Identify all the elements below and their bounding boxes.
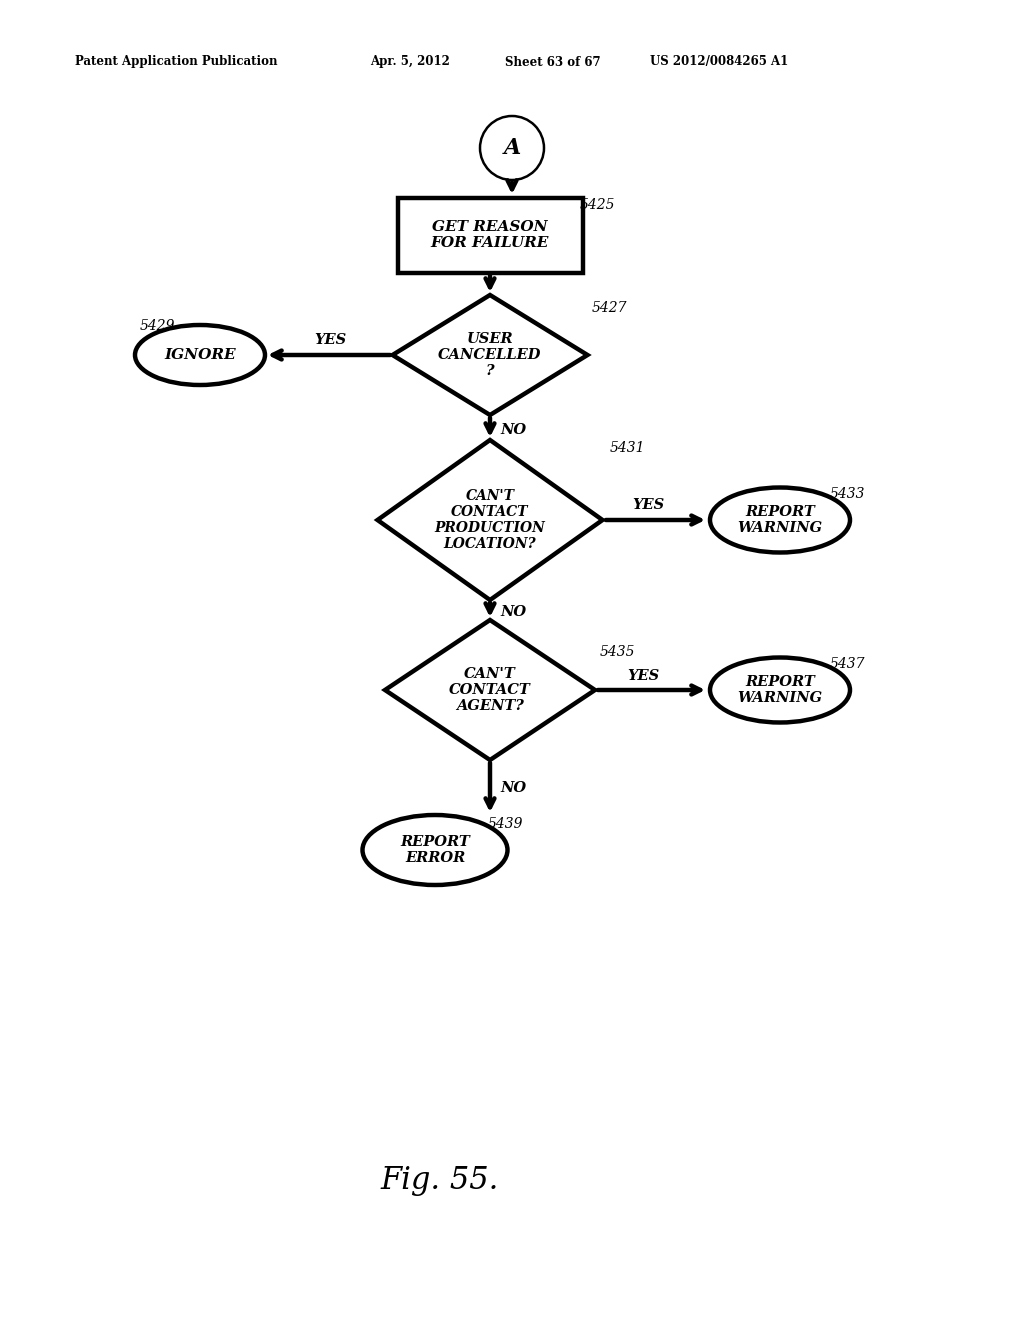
Ellipse shape xyxy=(362,814,508,884)
Text: 5435: 5435 xyxy=(600,645,636,659)
Text: Apr. 5, 2012: Apr. 5, 2012 xyxy=(370,55,450,69)
Text: US 2012/0084265 A1: US 2012/0084265 A1 xyxy=(650,55,788,69)
Text: YES: YES xyxy=(632,498,665,512)
Text: REPORT
ERROR: REPORT ERROR xyxy=(400,836,470,865)
Polygon shape xyxy=(392,294,588,414)
FancyBboxPatch shape xyxy=(397,198,583,272)
Text: NO: NO xyxy=(500,422,526,437)
Polygon shape xyxy=(378,440,602,601)
Ellipse shape xyxy=(710,487,850,553)
Text: 5429: 5429 xyxy=(140,319,175,333)
Text: YES: YES xyxy=(627,669,659,682)
Text: Sheet 63 of 67: Sheet 63 of 67 xyxy=(505,55,601,69)
Text: 5433: 5433 xyxy=(830,487,865,502)
Text: 5425: 5425 xyxy=(580,198,615,213)
Text: CAN'T
CONTACT
AGENT?: CAN'T CONTACT AGENT? xyxy=(450,667,530,713)
Text: 5439: 5439 xyxy=(488,817,523,832)
Text: Patent Application Publication: Patent Application Publication xyxy=(75,55,278,69)
Ellipse shape xyxy=(135,325,265,385)
Text: REPORT
WARNING: REPORT WARNING xyxy=(737,504,822,535)
Text: IGNORE: IGNORE xyxy=(164,348,236,362)
Text: USER
CANCELLED
?: USER CANCELLED ? xyxy=(438,331,542,379)
Polygon shape xyxy=(385,620,595,760)
Text: CAN'T
CONTACT
PRODUCTION
LOCATION?: CAN'T CONTACT PRODUCTION LOCATION? xyxy=(434,488,546,552)
Text: NO: NO xyxy=(500,781,526,795)
Text: YES: YES xyxy=(314,333,346,347)
Text: REPORT
WARNING: REPORT WARNING xyxy=(737,675,822,705)
Text: Fig. 55.: Fig. 55. xyxy=(380,1164,499,1196)
Text: NO: NO xyxy=(500,605,526,619)
Ellipse shape xyxy=(710,657,850,722)
Text: 5431: 5431 xyxy=(610,441,645,455)
Text: 5437: 5437 xyxy=(830,657,865,671)
Text: A: A xyxy=(504,137,520,158)
Text: 5427: 5427 xyxy=(592,301,628,315)
Text: GET REASON
FOR FAILURE: GET REASON FOR FAILURE xyxy=(431,220,549,249)
